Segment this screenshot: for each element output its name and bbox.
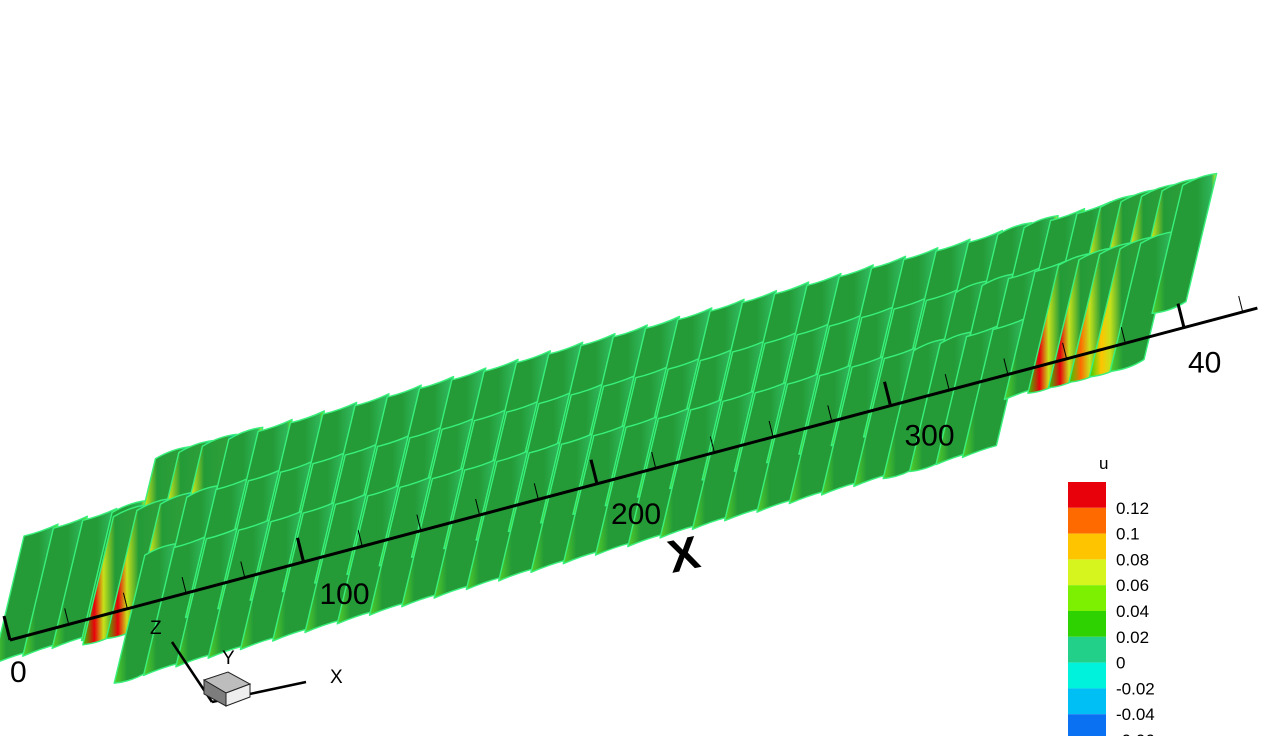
colorbar-level-label: 0.04 [1116,602,1149,621]
x-axis-minor-tick [1003,358,1009,375]
colorbar-swatch [1068,585,1106,611]
triad-y-label: Y [222,648,235,669]
x-axis-tick-label: 40 [1188,347,1221,380]
isosurface-front [1109,230,1176,373]
x-axis-minor-ticks [64,295,1244,625]
x-axis-minor-tick [1238,295,1244,313]
triad-cube-icon [202,671,252,707]
x-axis-minor-tick [240,561,246,578]
colorbar-level-label: 0.06 [1116,576,1149,595]
colorbar-level-label: 0.12 [1116,499,1149,518]
x-axis-tick-label: 200 [611,498,661,531]
triad-x-label: X [330,667,343,688]
x-axis-minor-tick [533,483,539,500]
x-axis-tick-label: 0 [10,656,27,689]
colorbar-labels: 0.12 0.1 0.08 0.06 0.04 0.02 0 -0.02 -0.04 -0.06 [1116,499,1155,736]
x-axis-major-tick [296,537,305,563]
colorbar-level-label: -0.06 [1116,731,1155,736]
colorbar-level-label: 0.08 [1116,550,1149,569]
colorbar-swatches [1068,482,1106,736]
x-axis-minor-tick [827,405,833,422]
x-axis-minor-tick [709,436,715,453]
x-axis-major-tick [589,459,599,485]
colorbar-swatch [1068,559,1106,586]
x-axis-major-ticks [2,303,1186,641]
colorbar-level-label: 0.1 [1116,525,1140,544]
colorbar-swatch [1068,662,1106,689]
x-axis-minor-tick [416,514,422,531]
x-axis-title: X [663,525,704,582]
x-axis-major-tick [1176,303,1186,328]
x-axis-minor-tick [944,373,950,391]
colorbar-level-label: -0.04 [1116,705,1155,724]
colorbar-swatch [1068,636,1106,663]
x-axis-minor-tick [768,420,774,438]
x-axis-tick-labels: 0 100 200 300 40 [10,347,1221,689]
colorbar-swatch [1068,482,1106,508]
x-axis-minor-tick [64,608,70,625]
x-axis-minor-tick [122,592,128,609]
colorbar-title: u [1099,454,1108,473]
x-axis-minor-tick [475,498,481,516]
x-axis-minor-tick [181,577,187,594]
x-axis-major-tick [2,615,12,641]
colorbar-legend: u 0.12 0.1 0.08 0.06 0.04 0.02 0 -0.02 -0.04 -0.0… [1068,454,1155,736]
colorbar-swatch [1068,714,1106,736]
x-axis-minor-tick [651,452,657,469]
colorbar-level-label: 0.02 [1116,628,1149,647]
colorbar-swatch [1068,688,1106,715]
x-axis-major-tick [883,381,892,407]
colorbar-level-label: 0 [1116,654,1125,673]
isosurface-front [1151,172,1218,315]
x-axis-minor-tick [1120,327,1126,344]
x-axis-line [9,306,1258,642]
colorbar-swatch [1068,611,1106,637]
isosurface-layer [0,172,1218,684]
colorbar-swatch [1068,507,1106,534]
x-axis-tick-label: 300 [905,420,955,453]
x-axis-minor-tick [357,530,363,547]
triad-z-label: Z [150,618,162,639]
x-axis-tick-label: 100 [320,578,370,611]
orientation-triad: Z Y X [150,618,343,707]
colorbar-swatch [1068,533,1106,560]
colorbar-level-label: -0.02 [1116,679,1155,698]
isosurface-front [961,316,1028,459]
x-axis-minor-tick [1062,342,1068,359]
